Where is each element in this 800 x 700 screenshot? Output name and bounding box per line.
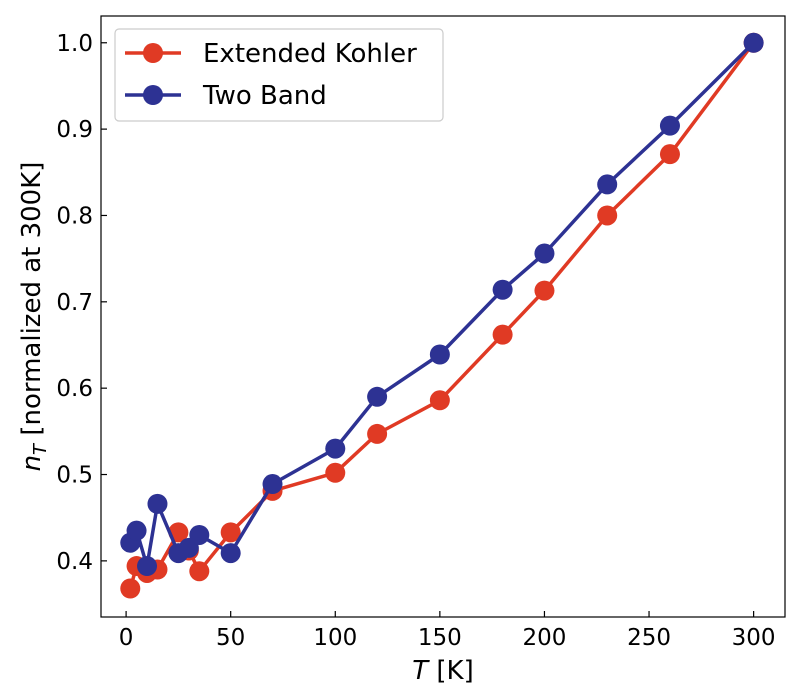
- series-2-point: [325, 438, 346, 459]
- y-axis-label-text: [normalized at 300K]: [17, 162, 47, 444]
- legend: Extended Kohler Two Band: [114, 28, 444, 122]
- legend-label-1: Extended Kohler: [203, 39, 417, 69]
- y-axis-label-symbol: n: [17, 455, 47, 471]
- series-1-point: [189, 561, 210, 582]
- legend-box: [114, 28, 444, 122]
- x-axis-label: T [K]: [412, 656, 474, 686]
- x-tick-label: 100: [313, 625, 357, 651]
- series-2-point: [262, 474, 283, 495]
- y-tick-label: 0.7: [56, 290, 93, 316]
- legend-marker-2: [143, 85, 163, 105]
- y-axis-label-subscript: T: [30, 442, 51, 455]
- y-tick-label: 0.4: [56, 549, 93, 575]
- axis-labels: T [K]nT [normalized at 300K]: [17, 162, 474, 686]
- series-2-point: [659, 115, 680, 136]
- x-tick-label: 200: [522, 625, 566, 651]
- x-axis-label-symbol: T: [412, 656, 430, 686]
- series-2-point: [743, 32, 764, 53]
- plot-frame: [100, 15, 786, 618]
- y-axis-label: nT [normalized at 300K]: [17, 162, 51, 472]
- series-1-point: [659, 144, 680, 165]
- series-layer: [120, 32, 764, 599]
- legend-label-2: Two Band: [202, 81, 327, 111]
- series-2-point: [137, 556, 158, 577]
- legend-marker-1: [143, 43, 163, 63]
- y-tick-label: 0.6: [56, 376, 93, 402]
- series-2-point: [534, 243, 555, 264]
- y-tick-label: 1.0: [56, 31, 93, 57]
- x-tick-label: 250: [627, 625, 671, 651]
- series-1-point: [492, 324, 513, 345]
- x-tick-label: 150: [418, 625, 462, 651]
- series-2-point: [189, 524, 210, 545]
- series-1-point: [220, 522, 241, 543]
- series-1-point: [367, 423, 388, 444]
- x-tick-label: 50: [216, 625, 245, 651]
- series-2-point: [429, 344, 450, 365]
- series-1-point: [429, 390, 450, 411]
- y-tick-label: 0.8: [56, 203, 93, 229]
- y-tick-label: 0.9: [56, 117, 93, 143]
- x-tick-label: 300: [732, 625, 776, 651]
- series-2-point: [126, 520, 147, 541]
- series-2-point: [367, 386, 388, 407]
- series-2-point: [492, 279, 513, 300]
- series-2-point: [147, 493, 168, 514]
- series-2-point: [597, 174, 618, 195]
- series-1-point: [534, 280, 555, 301]
- series-1-point: [120, 578, 141, 599]
- series-1-point: [325, 462, 346, 483]
- series-1-point: [597, 205, 618, 226]
- x-tick-label: 0: [119, 625, 134, 651]
- ticks-layer: 0 50 100 150 200 250 300 0.4 0.5 0.6 0.7 0.8 0.9 1.0: [56, 31, 775, 651]
- series-2-point: [220, 543, 241, 564]
- y-tick-label: 0.5: [56, 463, 93, 489]
- x-axis-label-unit: [K]: [428, 656, 474, 686]
